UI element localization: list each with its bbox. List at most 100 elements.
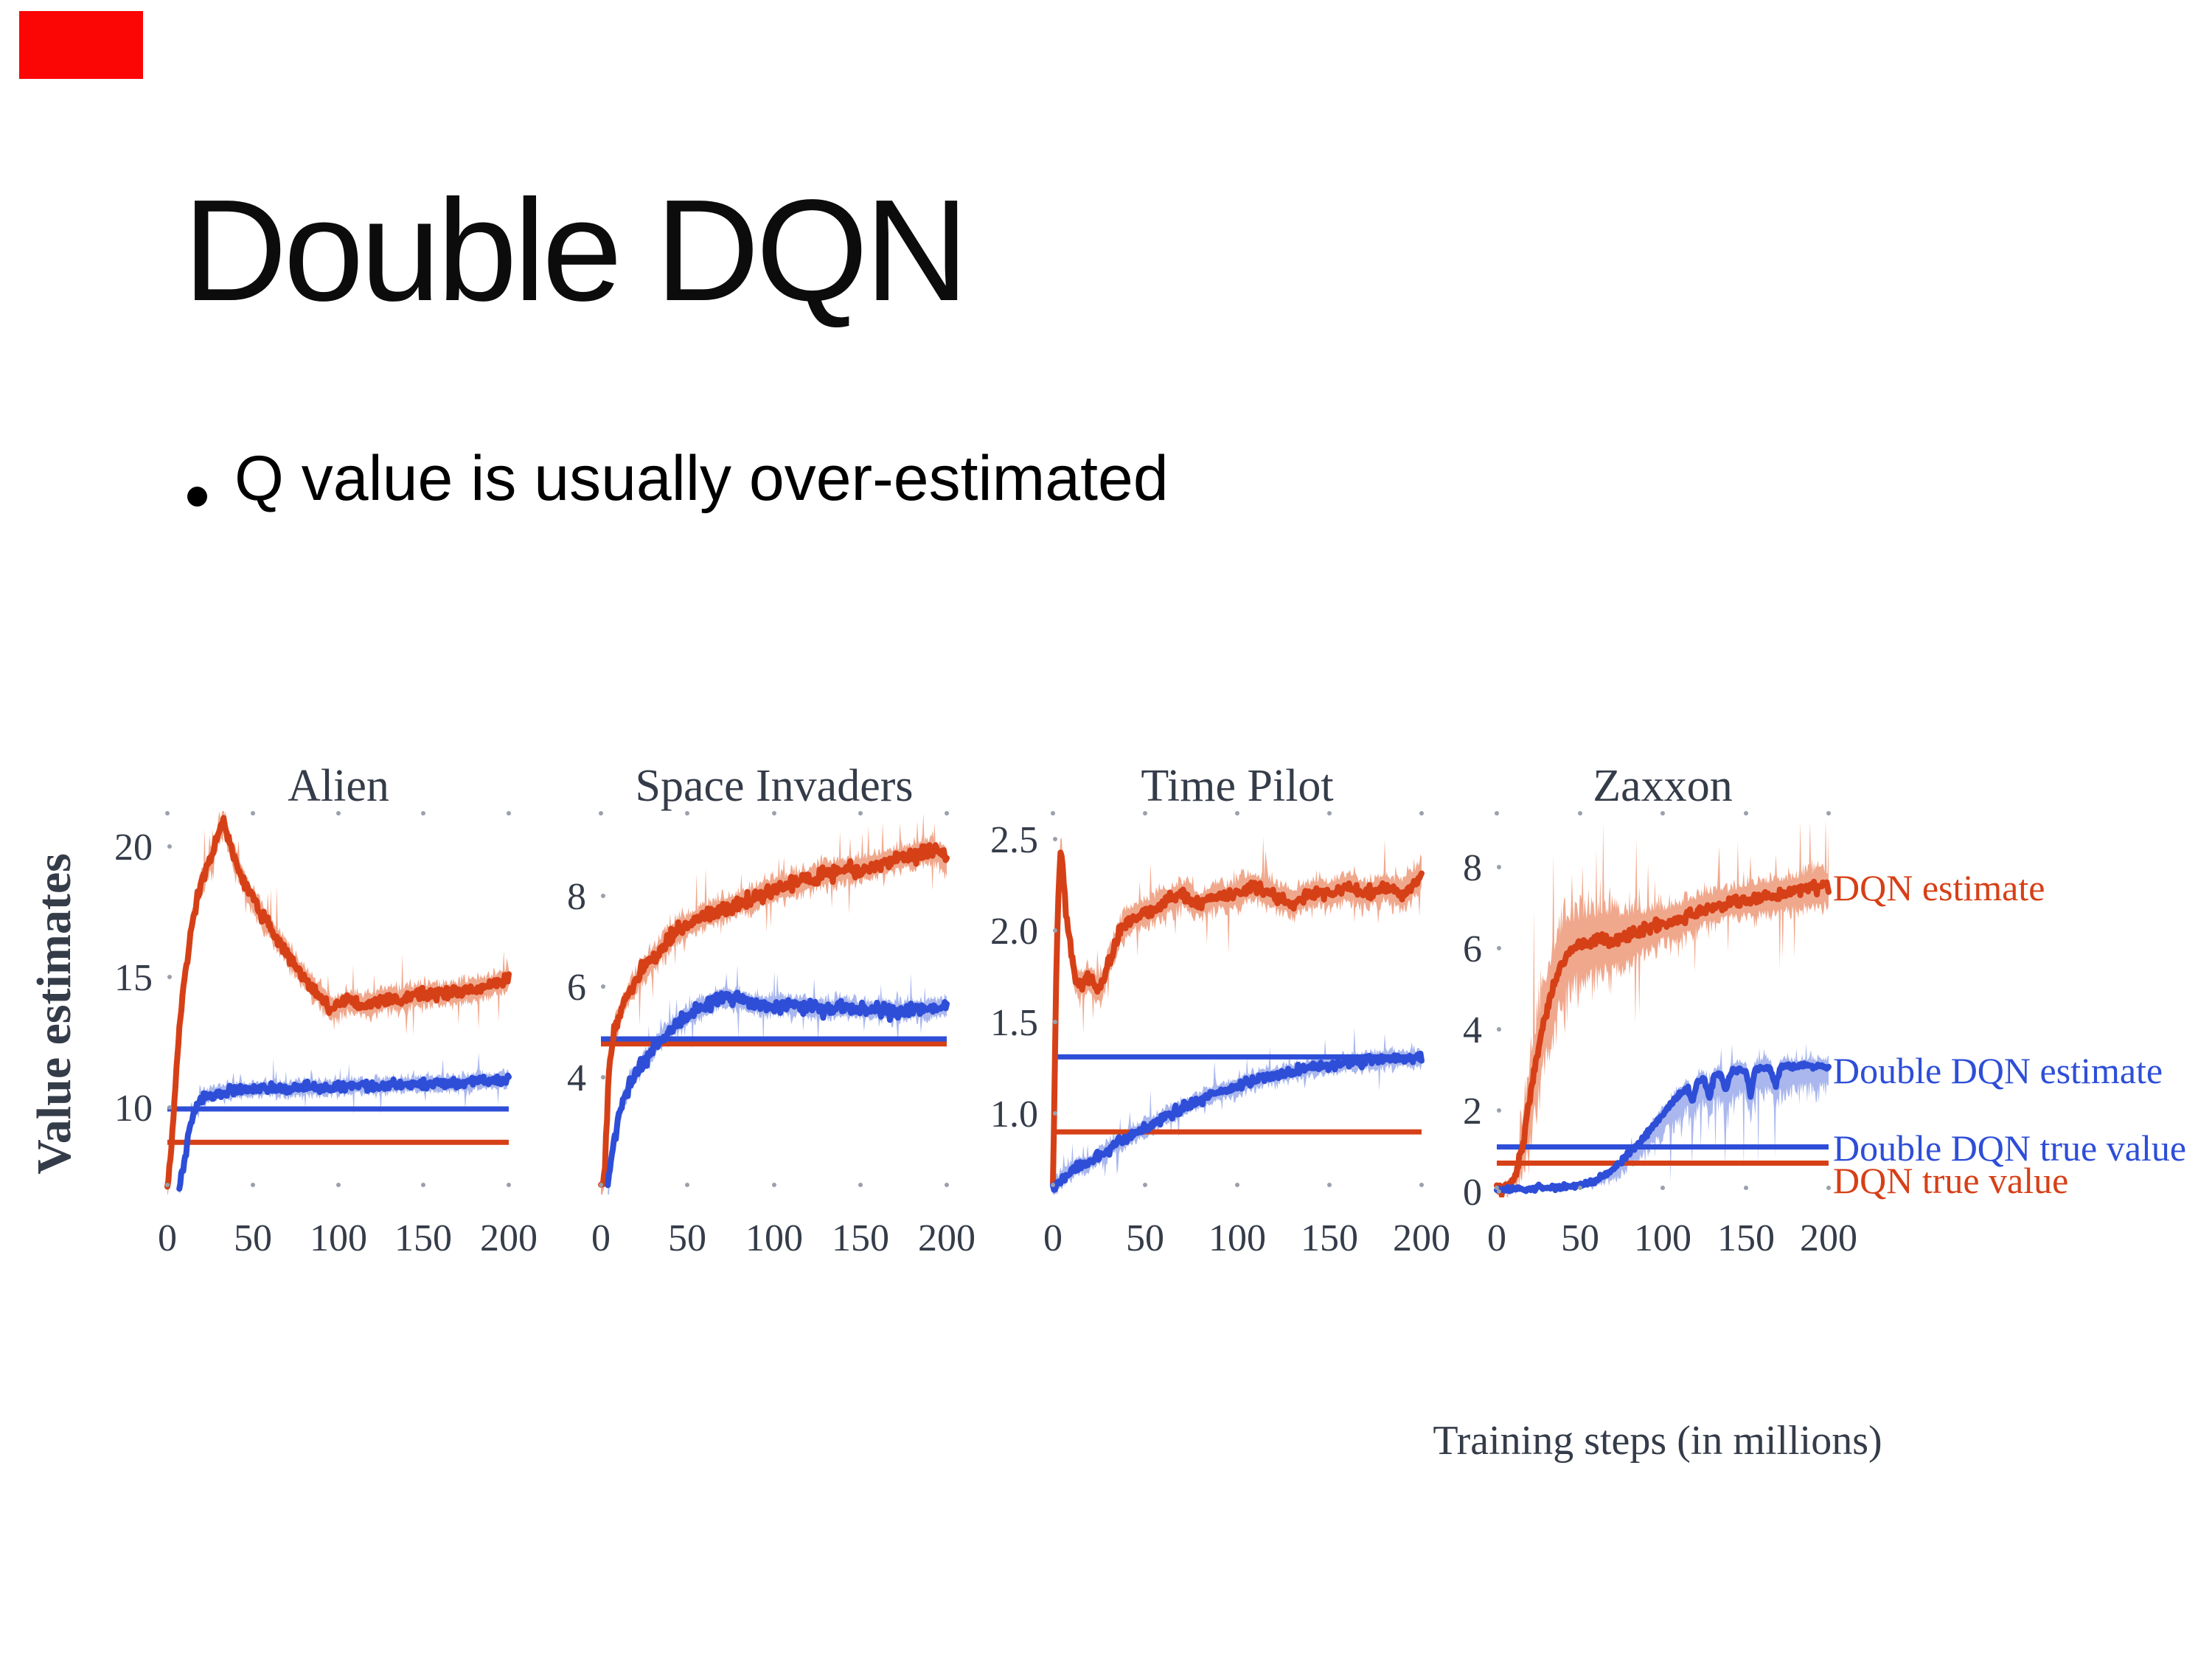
xtick-dot-bottom (251, 1183, 255, 1187)
xtick-dot-bottom (685, 1183, 689, 1187)
legend-double-dqn-estimate: Double DQN estimate (1833, 1050, 2163, 1091)
ytick-dot (1497, 1027, 1501, 1032)
xtick-dot-top (1826, 811, 1831, 815)
chart-title-zaxxon: Zaxxon (1593, 761, 1732, 811)
xtick-label: 100 (745, 1217, 803, 1259)
ytick-label: 10 (114, 1088, 153, 1130)
ytick-label: 2 (1463, 1091, 1482, 1133)
bullet-marker (187, 487, 207, 507)
xtick-dot-bottom (1235, 1183, 1239, 1187)
ytick-dot (1053, 837, 1057, 841)
chart-title-space-invaders: Space Invaders (636, 761, 914, 811)
bullet-text: Q value is usually over-estimated (234, 443, 1169, 514)
xtick-dot-top (421, 811, 425, 815)
xtick-dot-bottom (1826, 1186, 1831, 1190)
ytick-label: 1.0 (990, 1093, 1038, 1135)
chart-time-pilot: Time Pilot 1.0 1.5 2.0 2.5 0 50 100 150 200 (990, 761, 1450, 1259)
ytick-dot (601, 1075, 605, 1079)
chart-alien-plot (164, 811, 512, 1194)
slide-title: Double DQN (183, 170, 969, 331)
ytick-dot (1053, 928, 1057, 933)
ytick-dot (1497, 946, 1501, 950)
chart-title-time-pilot: Time Pilot (1141, 761, 1333, 811)
dqn-estimate-line (1494, 878, 1832, 1197)
xtick-dot-bottom (599, 1183, 603, 1187)
ytick-label: 0 (1463, 1172, 1482, 1214)
xtick-dot-top (336, 811, 341, 815)
xtick-dot-top (1495, 811, 1499, 815)
ytick-label: 4 (1463, 1009, 1482, 1051)
dqn-estimate-line (598, 842, 950, 1188)
ytick-label: 2.0 (990, 911, 1038, 953)
xtick-dot-bottom (1744, 1186, 1748, 1190)
ytick-label: 15 (114, 957, 153, 999)
xtick-dot-top (1051, 811, 1055, 815)
xtick-dot-top (165, 811, 170, 815)
xtick-label: 200 (918, 1217, 975, 1259)
xtick-dot-bottom (1578, 1186, 1582, 1190)
xtick-label: 150 (394, 1217, 452, 1259)
ytick-dot (167, 975, 172, 979)
chart-zaxxon-plot (1494, 819, 1832, 1197)
ddqn-band (608, 964, 947, 1194)
xtick-dot-bottom (1660, 1186, 1665, 1190)
xtick-label: 200 (480, 1217, 538, 1259)
xtick-label: 150 (1717, 1217, 1775, 1259)
value-estimates-figure: Value estimates Training steps (in millio… (27, 761, 1882, 1464)
xtick-dot-top (1744, 811, 1748, 815)
legend-dqn-estimate: DQN estimate (1833, 867, 2045, 908)
xtick-label: 50 (668, 1217, 706, 1259)
ytick-label: 8 (1463, 847, 1482, 889)
dqn-band (1053, 836, 1422, 1194)
xtick-dot-bottom (507, 1183, 511, 1187)
chart-space-invaders-plot (598, 813, 950, 1194)
xtick-dot-top (1143, 811, 1147, 815)
xtick-dot-bottom (1495, 1186, 1499, 1190)
xtick-label: 100 (1208, 1217, 1266, 1259)
xtick-label: 200 (1393, 1217, 1450, 1259)
xtick-dot-top (1660, 811, 1665, 815)
xtick-dot-bottom (336, 1183, 341, 1187)
xtick-dot-bottom (945, 1183, 949, 1187)
chart-time-pilot-plot (1050, 836, 1425, 1194)
ytick-label: 2.5 (990, 819, 1038, 861)
xtick-dot-bottom (1051, 1183, 1055, 1187)
legend-double-dqn-true-value: Double DQN true value (1833, 1127, 2187, 1169)
ytick-label: 6 (567, 967, 586, 1009)
xtick-dot-top (1419, 811, 1424, 815)
ytick-label: 6 (1463, 928, 1482, 970)
xtick-label: 100 (310, 1217, 367, 1259)
legend-dqn-true-value: DQN true value (1833, 1160, 2069, 1201)
xtick-label: 50 (234, 1217, 272, 1259)
ytick-dot (601, 984, 605, 989)
xtick-dot-top (945, 811, 949, 815)
dqn-band (1497, 819, 1829, 1197)
xtick-label: 200 (1800, 1217, 1857, 1259)
figure-ylabel: Value estimates (27, 853, 81, 1175)
ddqn-estimate-line (1494, 1060, 1832, 1194)
xtick-dot-bottom (1143, 1183, 1147, 1187)
ddqn-estimate-line (176, 1072, 512, 1192)
xtick-label: 50 (1126, 1217, 1164, 1259)
accent-bar (19, 11, 143, 79)
xtick-dot-top (251, 811, 255, 815)
xtick-dot-bottom (165, 1183, 170, 1187)
ddqn-estimate-line (1050, 1051, 1425, 1193)
xtick-dot-top (1578, 811, 1582, 815)
dqn-estimate-line (164, 815, 512, 1190)
ytick-label: 1.5 (990, 1002, 1038, 1044)
xtick-label: 150 (1301, 1217, 1358, 1259)
chart-zaxxon: Zaxxon 0 2 4 6 8 0 50 100 150 200 (1463, 761, 1857, 1259)
chart-space-invaders: Space Invaders 4 6 8 0 50 100 150 200 (567, 761, 975, 1259)
ytick-label: 8 (567, 876, 586, 918)
chart-title-alien: Alien (288, 761, 389, 811)
figure-xlabel: Training steps (in millions) (1433, 1418, 1882, 1464)
ddqn-band (179, 1052, 509, 1194)
ytick-label: 20 (114, 827, 153, 869)
xtick-label: 0 (158, 1217, 177, 1259)
xtick-label: 0 (1043, 1217, 1062, 1259)
xtick-dot-top (1327, 811, 1332, 815)
ytick-dot (1053, 1020, 1057, 1024)
xtick-label: 0 (1487, 1217, 1506, 1259)
